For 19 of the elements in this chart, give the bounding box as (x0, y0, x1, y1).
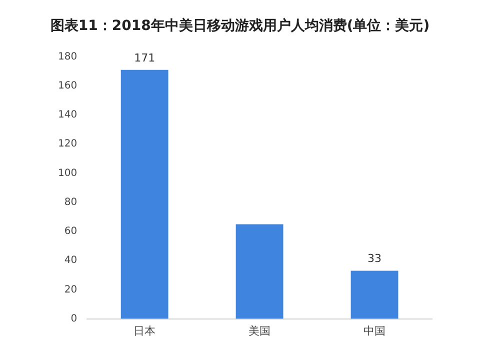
bar (350, 270, 398, 319)
x-tick-label: 日本 (134, 324, 156, 338)
bar (120, 70, 168, 319)
y-tick-label: 160 (58, 80, 78, 92)
y-tick-label: 80 (64, 196, 78, 208)
data-label: 171 (134, 51, 156, 64)
x-tick-label: 美国 (248, 324, 271, 338)
y-tick-label: 120 (58, 138, 78, 150)
data-label: 33 (368, 252, 382, 266)
bar (236, 224, 284, 319)
y-tick-label: 40 (64, 255, 78, 266)
y-tick-label: 140 (58, 110, 78, 121)
y-tick-label: 20 (64, 284, 78, 296)
y-tick-label: 60 (64, 226, 78, 238)
chart-title: 图表11：2018年中美日移动游戏用户人均消费(单位：美元) (50, 17, 430, 34)
y-tick-label: 180 (58, 51, 78, 62)
x-tick-label: 中国 (364, 324, 386, 338)
y-tick-label: 0 (70, 313, 78, 324)
y-tick-label: 100 (58, 168, 78, 179)
